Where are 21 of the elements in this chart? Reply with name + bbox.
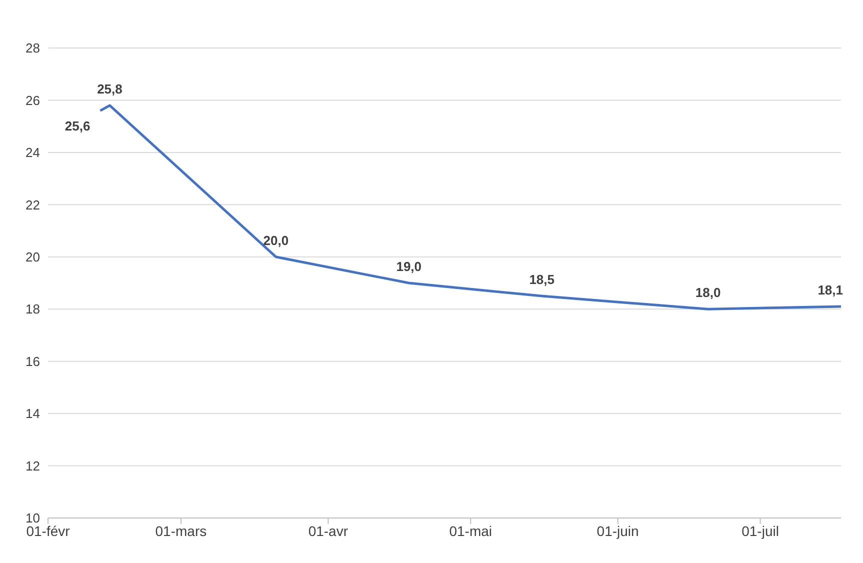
y-tick-label: 20 — [26, 250, 40, 265]
data-label: 18,0 — [695, 285, 721, 300]
y-tick-label: 28 — [26, 40, 40, 56]
x-tick-label: 01-mars — [155, 522, 207, 539]
data-label: 20,0 — [263, 232, 289, 248]
data-label: 19,0 — [396, 259, 422, 274]
data-label: 25,6 — [64, 118, 90, 134]
y-tick-label: 24 — [26, 145, 40, 160]
x-tick-label: 01-juil — [742, 522, 779, 539]
data-label: 25,8 — [97, 81, 122, 96]
data-label: 18,1 — [818, 282, 843, 298]
x-tick-label: 01-avr — [308, 522, 348, 539]
x-tick-label: 01-mai — [449, 522, 492, 539]
y-tick-label: 18 — [26, 302, 40, 317]
y-tick-label: 16 — [26, 354, 40, 369]
y-tick-label: 14 — [26, 406, 40, 422]
x-tick-label: 01-juin — [596, 522, 639, 539]
y-tick-label: 22 — [26, 197, 40, 212]
y-tick-label: 26 — [26, 92, 40, 108]
y-tick-label: 12 — [26, 458, 40, 474]
data-label: 18,5 — [529, 272, 554, 288]
